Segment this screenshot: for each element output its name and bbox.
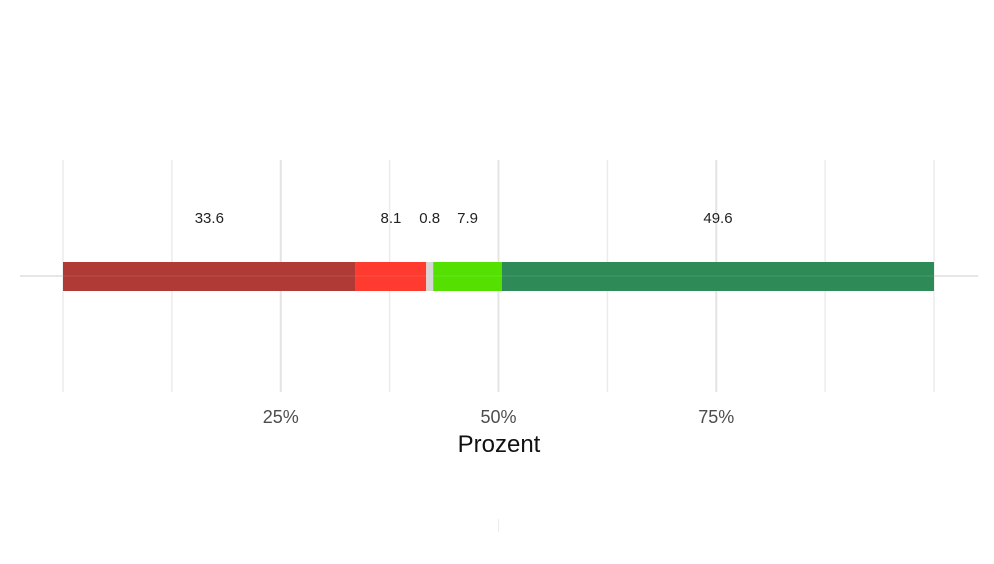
- data-label-5: 49.6: [703, 210, 732, 227]
- bar-segment-5: [501, 262, 934, 291]
- bar-segment-4: [433, 262, 502, 291]
- grid-layer: [20, 160, 978, 532]
- data-label-4: 7.9: [457, 210, 478, 227]
- x-tick-labels-layer: 25% 50% 75%: [263, 407, 735, 427]
- x-tick-label-2: 50%: [480, 407, 516, 427]
- x-axis-title: Prozent: [458, 431, 541, 458]
- x-tick-label-3: 75%: [698, 407, 734, 427]
- bar-segment-2: [355, 262, 427, 291]
- bar-segment-1: [63, 262, 356, 291]
- data-label-3: 0.8: [419, 210, 440, 227]
- data-label-2: 8.1: [381, 210, 402, 227]
- data-label-1: 33.6: [195, 210, 224, 227]
- x-tick-label-1: 25%: [263, 407, 299, 427]
- value-labels-layer: 33.6 8.1 0.8 7.9 49.6: [195, 210, 733, 227]
- bar-segment-3: [426, 262, 434, 291]
- bars-layer: [63, 262, 934, 291]
